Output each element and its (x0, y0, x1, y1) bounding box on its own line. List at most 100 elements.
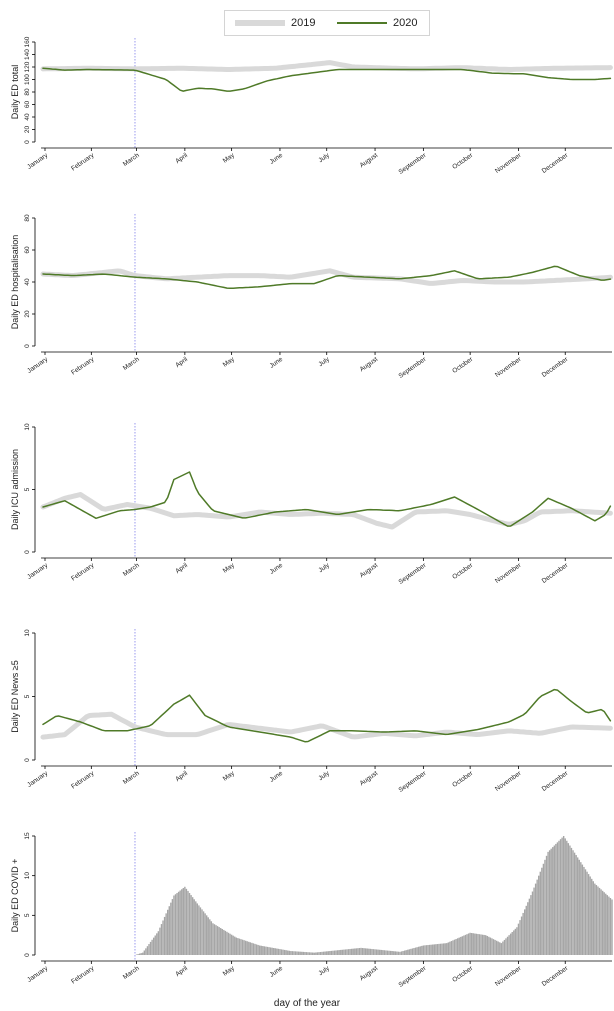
bar (547, 851, 549, 955)
bar (399, 951, 401, 955)
x-tick-label: June (269, 770, 285, 784)
x-tick-label: August (359, 152, 380, 169)
x-tick-label: July (317, 769, 331, 782)
bar (460, 936, 462, 955)
bar (416, 947, 418, 955)
bar (307, 952, 309, 955)
bar (475, 933, 478, 955)
bar (430, 944, 432, 955)
bar (461, 936, 464, 955)
bar (379, 949, 381, 955)
bar (369, 948, 372, 955)
bar (336, 950, 339, 955)
bar (187, 890, 189, 955)
bar (436, 944, 439, 955)
bar (466, 934, 468, 955)
bar (575, 855, 577, 955)
bar (444, 943, 446, 955)
bar (347, 949, 350, 955)
y-tick-label: 15 (24, 832, 31, 840)
x-tick-label: May (222, 151, 237, 164)
bar (522, 912, 524, 955)
bar (344, 949, 347, 955)
x-tick-label: April (174, 562, 189, 576)
bar (449, 941, 451, 955)
bar (550, 848, 552, 955)
bar (182, 888, 184, 955)
bar (341, 949, 344, 955)
bar (480, 934, 482, 955)
x-tick-label: January (26, 355, 50, 374)
bar (556, 842, 559, 955)
bar (207, 917, 209, 955)
bar (567, 843, 570, 955)
bar (608, 896, 610, 955)
bar (293, 951, 295, 955)
bar (346, 949, 348, 955)
bar (280, 949, 283, 955)
x-tick-label: September (397, 151, 428, 175)
bar (586, 871, 588, 955)
bar (587, 874, 590, 955)
bar (408, 949, 411, 955)
bar (313, 952, 315, 955)
x-tick-label: April (174, 356, 189, 370)
bar (184, 886, 186, 955)
bar (410, 948, 412, 955)
bar (539, 871, 541, 955)
bar (514, 928, 517, 955)
bar (204, 913, 206, 955)
bar (205, 915, 208, 955)
bar (513, 930, 515, 955)
x-tick-label: May (222, 561, 237, 574)
legend-swatch-2019 (235, 20, 285, 26)
x-tick-label: January (26, 151, 50, 170)
bar (383, 950, 386, 955)
bar (531, 891, 534, 955)
bar (601, 890, 604, 955)
x-tick-label: June (269, 356, 285, 370)
bar (491, 938, 493, 955)
x-tick-label: May (222, 769, 237, 782)
bar (163, 916, 166, 955)
bar (598, 887, 601, 955)
bar (442, 943, 445, 955)
bar (148, 944, 150, 955)
bar (428, 944, 431, 955)
y-tick-label: 0 (24, 344, 31, 348)
bar (319, 951, 322, 955)
bar (171, 899, 174, 955)
bar (176, 893, 178, 955)
bar (419, 946, 421, 955)
bar (545, 855, 548, 955)
bar (308, 952, 311, 955)
bar (471, 933, 473, 955)
bar (198, 905, 200, 955)
bar (558, 840, 560, 955)
x-tick-label: November (494, 561, 523, 584)
bar (311, 952, 314, 955)
bar (506, 936, 509, 955)
x-tick-label: February (70, 151, 96, 172)
bar (386, 950, 389, 955)
bar (603, 892, 605, 955)
bar (156, 933, 158, 955)
x-tick-label: May (222, 355, 237, 368)
bar (505, 938, 507, 955)
bar (243, 940, 245, 955)
x-tick-label: September (397, 769, 428, 793)
bar (290, 951, 292, 955)
bar (594, 883, 596, 955)
bar (527, 902, 529, 955)
bar (310, 952, 312, 955)
bar (520, 916, 523, 955)
bar (193, 899, 195, 955)
bar (361, 948, 364, 955)
bar (497, 941, 499, 955)
bar (421, 945, 423, 955)
bar (262, 946, 264, 955)
bar (581, 864, 584, 955)
x-tick-label: May (222, 964, 237, 977)
bar (438, 943, 440, 955)
bar (393, 951, 395, 955)
